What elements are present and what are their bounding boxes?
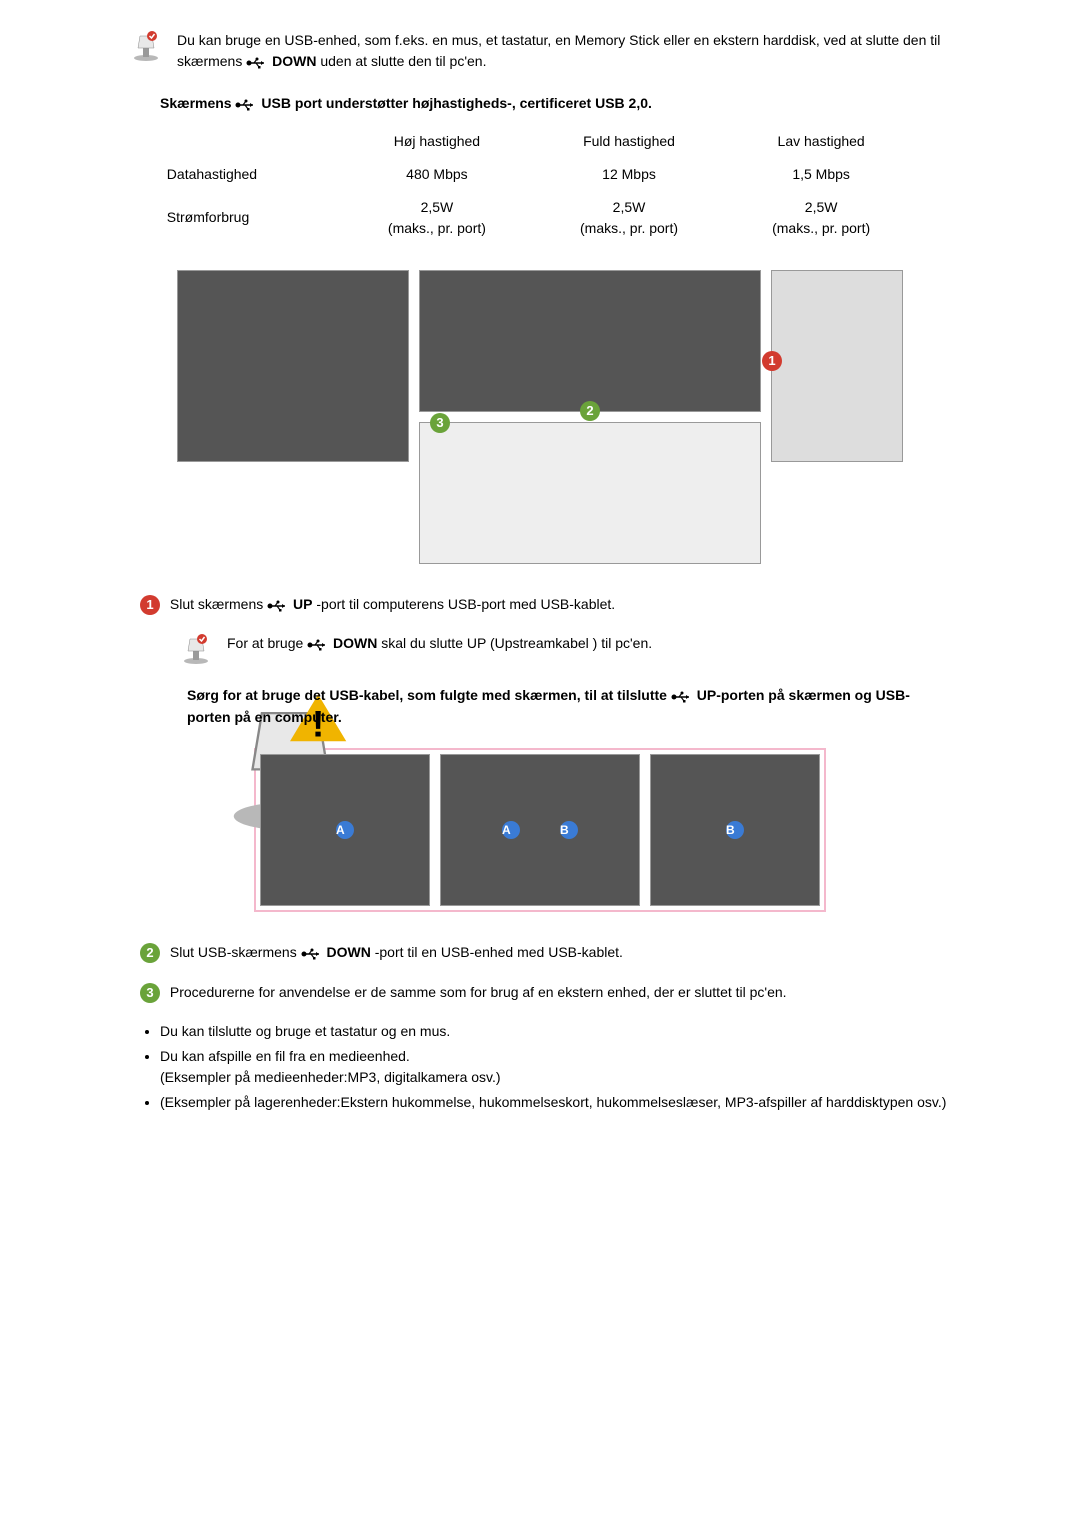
step1note-before: For at bruge [227, 635, 307, 651]
step2-after: -port til en USB-enhed med USB-kablet. [375, 944, 623, 960]
badge-1-icon: 1 [140, 595, 160, 615]
step1-bold: UP [293, 596, 312, 612]
diagram1-panel-hub: 2 [419, 270, 761, 412]
col-high: Høj hastighed [341, 125, 533, 158]
intro-note: Du kan bruge en USB-enhed, som f.eks. en… [130, 30, 950, 73]
diagram2-panel-monitor-ports: A [260, 754, 430, 906]
step-3: 3 Procedurerne for anvendelse er de samm… [140, 982, 950, 1003]
list-item: Du kan afspille en fil fra en medieenhed… [160, 1046, 950, 1088]
usb-icon [235, 94, 257, 115]
step1-note-text: For at bruge DOWN skal du slutte UP (Ups… [227, 633, 950, 655]
cell: 2,5W (maks., pr. port) [725, 191, 917, 245]
usb-icon [301, 943, 323, 964]
spec-table-heading: Skærmens USB port understøtter højhastig… [160, 93, 950, 115]
badge-2-icon: 2 [580, 401, 600, 421]
col-blank [163, 125, 341, 158]
usb-icon [267, 594, 289, 615]
checkmark-note-icon [180, 633, 212, 665]
diagram2-panel-pc-ports: B [650, 754, 820, 906]
step3-text: Procedurerne for anvendelse er de samme … [170, 984, 787, 1000]
col-full: Fuld hastighed [533, 125, 725, 158]
step-2: 2 Slut USB-skærmens DOWN -port til en US… [140, 942, 950, 964]
table-row: Strømforbrug 2,5W (maks., pr. port) 2,5W… [163, 191, 917, 245]
diagram2-panel-cable: A B [440, 754, 640, 906]
cable-warning: Sørg for at bruge det USB-kabel, som ful… [140, 685, 950, 728]
step2-bold: DOWN [326, 944, 370, 960]
usb-icon [246, 52, 268, 73]
cell: 1,5 Mbps [725, 158, 917, 191]
row-label: Strømforbrug [163, 191, 341, 245]
heading-after: USB port understøtter højhastigheds-, ce… [261, 95, 652, 111]
list-item: (Eksempler på lagerenheder:Ekstern hukom… [160, 1092, 950, 1113]
cell: 480 Mbps [341, 158, 533, 191]
marker-a-icon: A [502, 821, 520, 839]
intro-text: Du kan bruge en USB-enhed, som f.eks. en… [177, 30, 950, 73]
connection-diagram-2: A A B B [254, 748, 826, 912]
connection-diagram-1: 2 3 1 [130, 270, 950, 564]
step1-after: -port til computerens USB-port med USB-k… [316, 596, 615, 612]
marker-b-icon: B [726, 821, 744, 839]
usb-icon [307, 634, 329, 655]
row-label: Datahastighed [163, 158, 341, 191]
badge-2-icon: 2 [140, 943, 160, 963]
step1-subnote: For at bruge DOWN skal du slutte UP (Ups… [180, 633, 950, 665]
diagram1-panel-monitor [177, 270, 409, 462]
badge-1-icon: 1 [762, 351, 782, 371]
usage-bullets: Du kan tilslutte og bruge et tastatur og… [160, 1021, 950, 1113]
step1-before: Slut skærmens [170, 596, 267, 612]
warning-icon [140, 685, 172, 717]
checkmark-note-icon [130, 30, 162, 62]
warn-before: Sørg for at bruge det USB-kabel, som ful… [187, 687, 671, 703]
heading-before: Skærmens [160, 95, 235, 111]
step-1: 1 Slut skærmens UP -port til computerens… [140, 594, 950, 616]
badge-3-icon: 3 [430, 413, 450, 433]
spec-table: Høj hastighed Fuld hastighed Lav hastigh… [163, 125, 917, 245]
marker-b-icon: B [560, 821, 578, 839]
diagram1-panel-peripherals: 3 [419, 422, 761, 564]
cell: 2,5W (maks., pr. port) [341, 191, 533, 245]
step2-before: Slut USB-skærmens [170, 944, 301, 960]
intro-down-label: DOWN [272, 53, 316, 69]
diagram1-panel-pc: 1 [771, 270, 903, 462]
badge-3-icon: 3 [140, 983, 160, 1003]
cell: 12 Mbps [533, 158, 725, 191]
table-row: Datahastighed 480 Mbps 12 Mbps 1,5 Mbps [163, 158, 917, 191]
step1note-bold: DOWN [333, 635, 377, 651]
marker-a-icon: A [336, 821, 354, 839]
step1note-after: skal du slutte UP (Upstreamkabel ) til p… [381, 635, 652, 651]
warning-text: Sørg for at bruge det USB-kabel, som ful… [187, 685, 950, 728]
table-header-row: Høj hastighed Fuld hastighed Lav hastigh… [163, 125, 917, 158]
list-item: Du kan tilslutte og bruge et tastatur og… [160, 1021, 950, 1042]
usb-icon [671, 686, 693, 707]
col-low: Lav hastighed [725, 125, 917, 158]
cell: 2,5W (maks., pr. port) [533, 191, 725, 245]
intro-after: uden at slutte den til pc'en. [320, 53, 486, 69]
